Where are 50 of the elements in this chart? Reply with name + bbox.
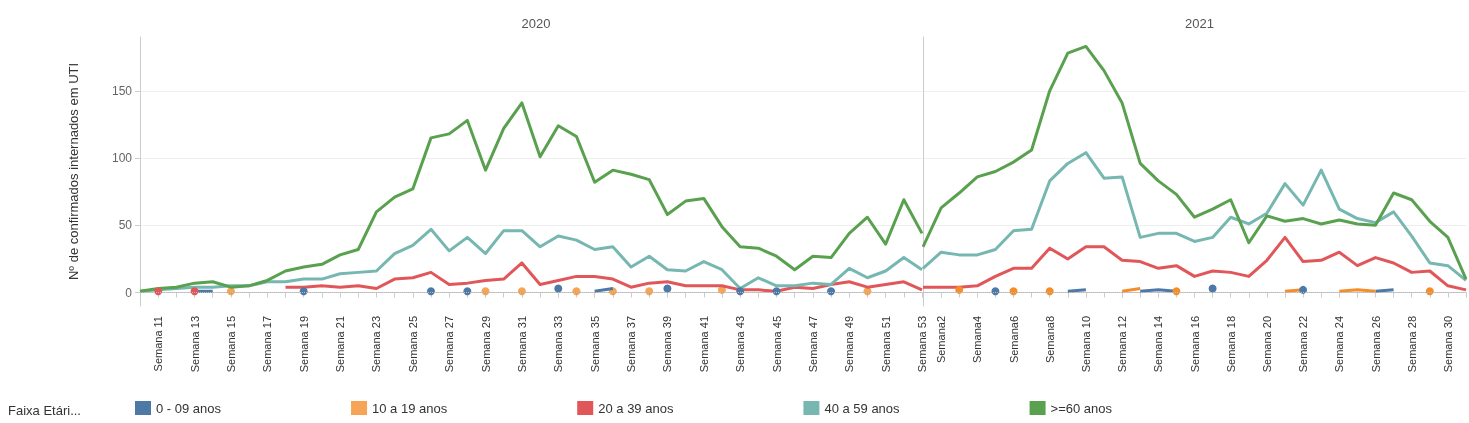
x-tick-label: Semana 35 <box>588 316 601 373</box>
x-tick-label: Semana 25 <box>406 316 419 373</box>
x-tick-label: Semana 37 <box>625 316 638 373</box>
x-tick-label: Semana 12 <box>1116 316 1129 373</box>
x-tick-label: Semana 51 <box>879 316 892 373</box>
legend-label: 20 a 39 anos <box>598 400 674 416</box>
x-tick-label: Semana 24 <box>1333 316 1346 373</box>
y-tick-label: 50 <box>118 218 133 233</box>
x-tick-label: Semana 41 <box>697 316 710 373</box>
x-tick-label: Semana4 <box>971 316 984 364</box>
x-tick-label: Semana 19 <box>297 316 310 373</box>
x-tick-label: Semana 39 <box>661 316 674 373</box>
x-tick-label: Semana 22 <box>1297 316 1310 373</box>
x-tick-label: Semana 16 <box>1188 316 1201 373</box>
x-tick-label: Semana 11 <box>152 316 165 372</box>
x-tick-label: Semana 53 <box>916 316 928 373</box>
y-axis-title: Nº de confirmados internados em UTI <box>65 62 81 281</box>
x-tick-label: Semana 28 <box>1405 316 1418 373</box>
x-tick-label: Semana 49 <box>843 316 856 373</box>
x-tick-label: Semana 18 <box>1224 316 1237 373</box>
chart-title: 2020 <box>521 16 551 31</box>
x-tick-label: Semana 43 <box>734 316 747 373</box>
x-tick-label: Semana 20 <box>1260 316 1273 373</box>
x-tick-label: Semana 30 <box>1441 316 1454 373</box>
x-tick-label: Semana 29 <box>479 316 492 373</box>
x-tick-label: Semana6 <box>1007 316 1020 364</box>
x-tick-label: Semana 14 <box>1152 316 1165 373</box>
x-tick-label: Semana 15 <box>224 316 237 373</box>
x-tick-label: Semana 45 <box>770 316 783 373</box>
x-tick-label: Semana2 <box>935 316 948 364</box>
x-tick-label: Semana 27 <box>443 316 456 373</box>
legend-title: Faixa Etári... <box>8 403 81 418</box>
x-tick-label: Semana 23 <box>370 316 383 373</box>
chart-title: 2021 <box>1185 16 1214 31</box>
legend-label: 40 a 59 anos <box>824 400 901 416</box>
y-tick-label: 100 <box>111 151 133 166</box>
x-tick-label: Semana 10 <box>1079 316 1092 373</box>
x-tick-label: Semana 17 <box>261 316 274 373</box>
x-tick-label: Semana8 <box>1043 316 1056 364</box>
legend-label: 0 - 09 anos <box>156 400 222 416</box>
legend-label: >=60 anos <box>1050 400 1113 416</box>
legend-label: 10 a 19 anos <box>372 400 448 416</box>
x-tick-label: Semana 47 <box>806 316 819 373</box>
x-tick-label: Semana 33 <box>552 316 565 373</box>
x-tick-label: Semana 13 <box>188 316 201 373</box>
y-tick-label: 0 <box>125 285 133 300</box>
x-tick-label: Semana 31 <box>515 316 528 373</box>
y-tick-label: 150 <box>111 83 133 98</box>
x-tick-label: Semana 21 <box>334 316 347 373</box>
x-tick-label: Semana 26 <box>1369 316 1382 373</box>
